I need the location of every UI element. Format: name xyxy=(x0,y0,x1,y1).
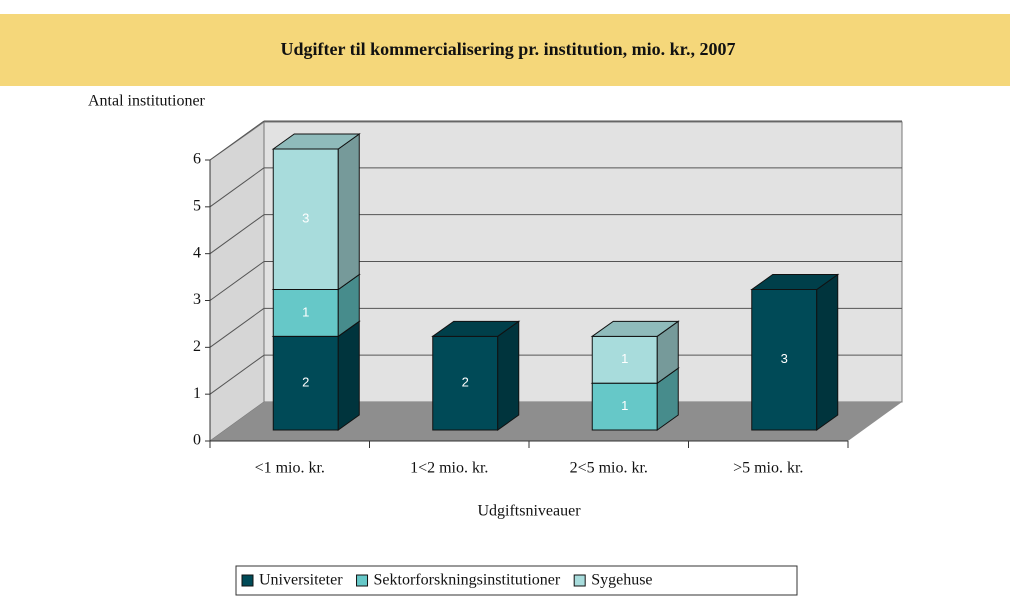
y-tick-label: 5 xyxy=(193,198,201,215)
grid-line xyxy=(209,214,265,255)
bar-top xyxy=(271,133,361,150)
bar-side xyxy=(497,320,520,431)
floor xyxy=(210,402,902,441)
bar-segment xyxy=(272,335,339,431)
data-label: 1 xyxy=(302,304,309,319)
legend-label: Sygehuse xyxy=(591,572,652,589)
y-tick-label: 4 xyxy=(193,244,201,261)
x-tick-label: 2<5 mio. kr. xyxy=(570,460,648,477)
x-tick-label: >5 mio. kr. xyxy=(733,460,803,477)
grid-line xyxy=(209,261,265,301)
y-tick-label: 3 xyxy=(193,291,201,308)
grid-line xyxy=(209,120,265,161)
x-tick-label: <1 mio. kr. xyxy=(255,460,325,477)
grid-line xyxy=(209,354,265,395)
bar-segment xyxy=(272,148,339,290)
bar-segment xyxy=(751,289,818,431)
legend-swatch xyxy=(241,574,254,587)
bar-top xyxy=(590,320,680,337)
title-banner xyxy=(0,14,1010,86)
y-axis-title: Antal institutioner xyxy=(88,93,206,110)
legend-label: Sektorforskningsinstitutioner xyxy=(374,572,561,589)
x-axis-title: Udgiftsniveauer xyxy=(477,503,581,520)
y-tick-label: 2 xyxy=(193,338,201,355)
legend-swatch xyxy=(356,574,369,587)
legend xyxy=(235,565,798,596)
bar-top xyxy=(750,274,840,290)
y-tick-label: 1 xyxy=(193,385,201,402)
bar-side xyxy=(337,133,360,291)
legend-label: Universiteter xyxy=(259,572,343,589)
grid-line xyxy=(209,167,265,208)
legend-swatch xyxy=(573,574,586,587)
data-label: 2 xyxy=(462,375,469,390)
y-tick-label: 0 xyxy=(193,432,201,449)
data-label: 2 xyxy=(302,375,309,390)
data-label: 3 xyxy=(302,211,309,226)
bar-segment xyxy=(272,289,339,337)
bar-side xyxy=(337,320,360,431)
bar-top xyxy=(431,320,521,337)
data-label: 1 xyxy=(621,398,628,413)
chart-title: Udgifter til kommercialisering pr. insti… xyxy=(280,39,735,59)
data-label: 3 xyxy=(781,351,788,366)
bar-side xyxy=(816,273,839,431)
bar-segment xyxy=(432,335,499,431)
data-label: 1 xyxy=(621,351,628,366)
y-tick-label: 6 xyxy=(193,151,201,168)
x-tick-label: 1<2 mio. kr. xyxy=(410,460,488,477)
grid-line xyxy=(209,307,265,348)
